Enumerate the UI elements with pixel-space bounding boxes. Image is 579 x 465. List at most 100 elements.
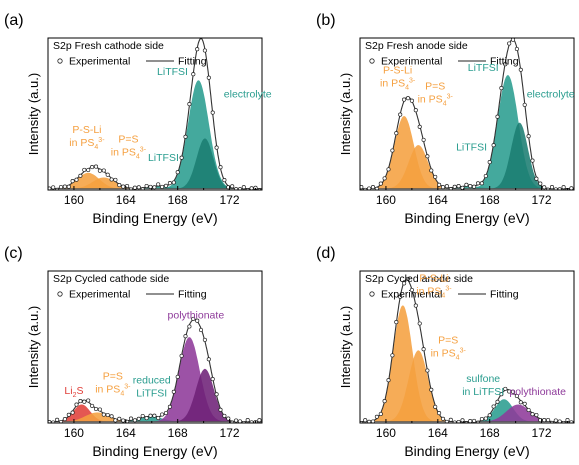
experimental-point (413, 108, 418, 113)
legend-label-experimental: Experimental (69, 56, 130, 68)
experimental-point (444, 419, 449, 423)
experimental-point (534, 176, 539, 181)
experimental-point (140, 413, 145, 419)
experimental-point (495, 114, 500, 119)
x-tick-label: 160 (376, 193, 396, 207)
peak-component-1 (48, 404, 116, 422)
peak-component-2 (379, 350, 458, 422)
experimental-point (230, 184, 235, 189)
peak-component-1 (48, 172, 133, 189)
experimental-point (510, 389, 516, 394)
experimental-point (156, 182, 161, 187)
experimental-point (58, 419, 64, 423)
experimental-point (386, 167, 391, 172)
peak-annotation: in LiTFSI (462, 386, 504, 398)
peak-component-4 (471, 404, 565, 422)
experimental-point (117, 416, 122, 421)
experimental-point (160, 412, 165, 417)
legend: Experimental Fitting (369, 289, 519, 301)
experimental-point (503, 386, 508, 391)
experimental-point (132, 185, 137, 190)
experimental-point (468, 184, 473, 189)
x-tick-label: 160 (376, 426, 396, 440)
peak-annotation: reduced (133, 374, 171, 386)
peak-annotation: LiTFSI (148, 152, 179, 164)
experimental-point (495, 399, 500, 404)
peak-annotation: P-S-Li (72, 124, 101, 136)
y-axis-label: Intensity (a.u.) (26, 306, 41, 388)
experimental-point (514, 46, 519, 52)
experimental-point (121, 418, 126, 423)
experimental-point (402, 97, 407, 102)
experimental-point (152, 413, 157, 418)
legend-label-fitting: Fitting (178, 289, 207, 301)
experimental-point (136, 185, 141, 190)
peak-annotation: P=S (118, 133, 138, 145)
experimental-point (394, 320, 399, 325)
experimental-point (70, 179, 75, 184)
experimental-point (195, 318, 200, 323)
peak-annotation: LiTFSI (136, 387, 167, 399)
peak-component-4 (147, 337, 231, 422)
experimental-point (237, 187, 243, 190)
experimental-point (510, 38, 516, 42)
legend-label-fitting: Fitting (490, 56, 519, 68)
experimental-point (421, 347, 426, 352)
peak-annotation: LiTFSI (157, 66, 188, 78)
experimental-point (405, 96, 411, 101)
plot-frame (359, 270, 575, 424)
experimental-point (86, 398, 91, 403)
experimental-point (97, 168, 102, 173)
legend-label-experimental: Experimental (69, 289, 130, 301)
x-tick-label: 172 (220, 426, 240, 440)
x-tick-label: 172 (220, 193, 240, 207)
experimental-point (429, 168, 434, 173)
legend-label-experimental: Experimental (381, 56, 442, 68)
chart-title: S2p Cycled anode side (365, 273, 473, 285)
x-tick-label: 168 (480, 426, 500, 440)
peak-component-2 (379, 145, 458, 189)
plot-area (360, 38, 574, 190)
experimental-point (546, 417, 551, 423)
experimental-point (222, 178, 227, 183)
experimental-point (179, 353, 184, 358)
experimental-point (48, 420, 52, 423)
experimental-point (140, 187, 145, 190)
experimental-point (561, 185, 566, 190)
experimental-point (214, 145, 219, 150)
experimental-point (530, 158, 535, 163)
experimental-point (491, 404, 496, 409)
experimental-point (187, 324, 192, 329)
experimental-point (82, 167, 87, 172)
experimental-point (479, 181, 484, 186)
experimental-point (542, 418, 547, 423)
experimental-point (542, 185, 547, 190)
legend-label-fitting: Fitting (178, 56, 207, 68)
experimental-point (218, 407, 223, 412)
x-tick-label: 168 (168, 193, 188, 207)
experimental-point (444, 184, 449, 189)
experimental-point (402, 281, 407, 286)
experimental-point (156, 415, 161, 421)
experimental-point (518, 67, 523, 72)
experimental-point (55, 417, 60, 422)
x-axis-label: Binding Energy (eV) (404, 210, 529, 226)
experimental-point (483, 416, 488, 421)
peak-component-2 (50, 412, 144, 422)
experimental-point (148, 184, 153, 189)
peak-annotation: in PS43- (95, 383, 131, 397)
peak-component-4 (156, 80, 240, 189)
experimental-point (183, 334, 188, 339)
experimental-point (163, 410, 169, 416)
experimental-point (569, 186, 574, 190)
peak-annotation: polythionate (168, 310, 225, 322)
y-axis-label: Intensity (a.u.) (338, 306, 353, 388)
legend: Experimental Fitting (57, 56, 207, 68)
experimental-point (198, 327, 204, 333)
experimental-point (214, 392, 219, 397)
experimental-point (468, 419, 473, 423)
experimental-point (534, 412, 539, 418)
experimental-point (195, 47, 200, 52)
